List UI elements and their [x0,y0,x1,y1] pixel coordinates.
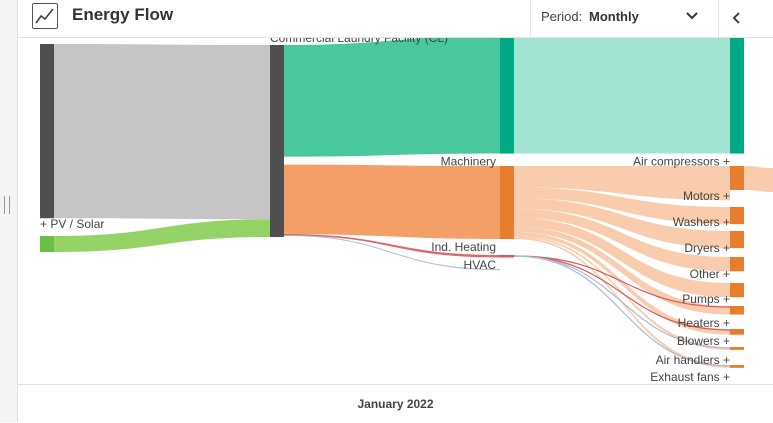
flow-ind-heating-to-washers[interactable] [514,187,730,225]
node-washers[interactable] [730,207,744,225]
line-chart-icon [32,3,58,29]
node-solar[interactable] [40,236,54,253]
node-heaters[interactable] [730,306,744,315]
node-label-blowers[interactable]: Blowers + [677,334,730,348]
flow-ind-heating-to-pumps[interactable] [514,217,730,298]
node-label-other[interactable]: Other + [690,267,730,281]
node-air-handlers[interactable] [730,347,744,350]
node-pumps[interactable] [730,283,744,298]
chevron-left-icon [732,12,740,24]
flow-commercial-to-ind-heating[interactable] [284,164,500,240]
node-grid[interactable] [40,44,54,219]
node-ind-heating[interactable] [500,166,514,240]
node-label-air-handlers[interactable]: Air handlers + [656,353,730,367]
flow-solar-to-commercial[interactable] [54,219,270,253]
collapse-panel-button[interactable] [718,0,755,37]
date-label: January 2022 [357,397,434,411]
node-other[interactable] [730,257,744,272]
flow-hvac-to-heaters[interactable] [513,255,731,308]
node-label-grid: Grid [40,38,63,41]
node-label-air-compressors[interactable]: Air compressors + [633,155,730,169]
period-label: Period: [541,9,583,24]
node-label-washers[interactable]: Washers + [673,215,730,229]
page-title: Energy Flow [72,5,174,24]
node-label-hvac[interactable]: HVAC [464,258,497,272]
panel-resize-handle[interactable] [4,196,10,214]
flow-ind-heating-to-motors[interactable] [514,166,730,201]
node-label-machinery[interactable]: Machinery [441,155,496,169]
node-machinery[interactable] [500,38,514,154]
flow-commercial-to-hvac[interactable] [284,234,500,258]
flow-ind-heating-to-other[interactable] [514,208,730,272]
flow-motors-continuation[interactable] [744,166,773,192]
flow-grid-to-commercial[interactable] [54,44,270,220]
sankey-svg: Grid + PV / Solar Commercial Laundry Facil… [40,38,773,384]
node-label-pumps[interactable]: Pumps + [682,292,730,306]
flow-machinery-to-air-compressors[interactable] [514,38,730,154]
period-value: Monthly [589,9,639,24]
node-label-commercial[interactable]: Commercial Laundry Facility (CL) [270,38,448,45]
node-commercial[interactable] [270,45,284,238]
node-label-solar[interactable]: + PV / Solar [40,217,104,231]
node-label-ind-heating[interactable]: Ind. Heating [431,240,496,254]
sankey-chart: Grid + PV / Solar Commercial Laundry Facil… [18,38,773,384]
node-label-exhaust-fans[interactable]: Exhaust fans + [650,370,730,384]
flow-ind-heating-to-dryers[interactable] [514,198,730,249]
node-exhaust-fans[interactable] [730,365,744,368]
node-hvac[interactable] [500,255,514,258]
flow-commercial-to-machinery[interactable] [284,38,500,157]
flow-hvac-to-exhaust-fans[interactable] [513,255,731,367]
flow-ind-heating-to-blowers[interactable] [514,231,730,335]
node-blowers[interactable] [730,329,744,335]
panel-header: Energy Flow Period: Monthly [18,0,773,38]
node-motors[interactable] [730,166,744,190]
node-label-motors[interactable]: Motors + [683,189,730,203]
flow-hvac-to-air-handlers[interactable] [513,255,731,349]
node-air-compressors[interactable] [730,38,744,154]
node-dryers[interactable] [730,231,744,249]
period-dropdown[interactable]: Period: Monthly [530,0,718,37]
chart-footer: January 2022 [18,384,773,423]
left-panel-gutter [0,0,18,422]
node-label-dryers[interactable]: Dryers + [684,241,730,255]
flow-commercial-to-hvac-secondary[interactable] [284,235,500,271]
chevron-down-icon [685,8,699,27]
node-label-heaters[interactable]: Heaters + [678,316,730,330]
flow-ind-heating-to-heaters[interactable] [514,226,730,315]
flow-hvac-to-blowers[interactable] [513,255,731,331]
